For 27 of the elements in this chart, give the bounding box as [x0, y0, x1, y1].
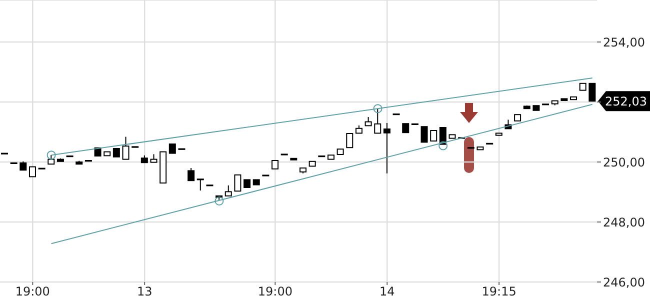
y-tick-label: 254,00: [603, 35, 645, 50]
x-tick-label: 13: [136, 284, 152, 299]
candlestick: [196, 178, 204, 191]
candlestick: [402, 123, 410, 134]
text: 252,03: [605, 94, 647, 109]
candlestick: [188, 168, 195, 182]
candlestick: [346, 133, 354, 148]
candlestick: [168, 144, 176, 154]
x-tick-label: 14: [379, 284, 395, 299]
candlestick: [430, 130, 438, 142]
candlestick: [224, 184, 232, 196]
candlestick: [588, 82, 596, 102]
y-tick-label: 248,00: [603, 215, 645, 230]
x-tick-label: 19:15: [482, 284, 516, 299]
candlestick: [122, 136, 130, 160]
y-tick-label: 250,00: [603, 155, 645, 170]
point: [214, 196, 224, 206]
point: [438, 141, 448, 150]
y-tick-label: 246,00: [603, 275, 645, 290]
point: [46, 150, 56, 160]
candlestick: [234, 174, 242, 192]
x-tick-label: 19:00: [258, 284, 292, 299]
candlestick: [383, 122, 390, 174]
candlestick: [420, 126, 428, 143]
point: [373, 104, 382, 114]
candlestick: [28, 166, 36, 178]
x-tick-label: 19:00: [15, 284, 50, 299]
